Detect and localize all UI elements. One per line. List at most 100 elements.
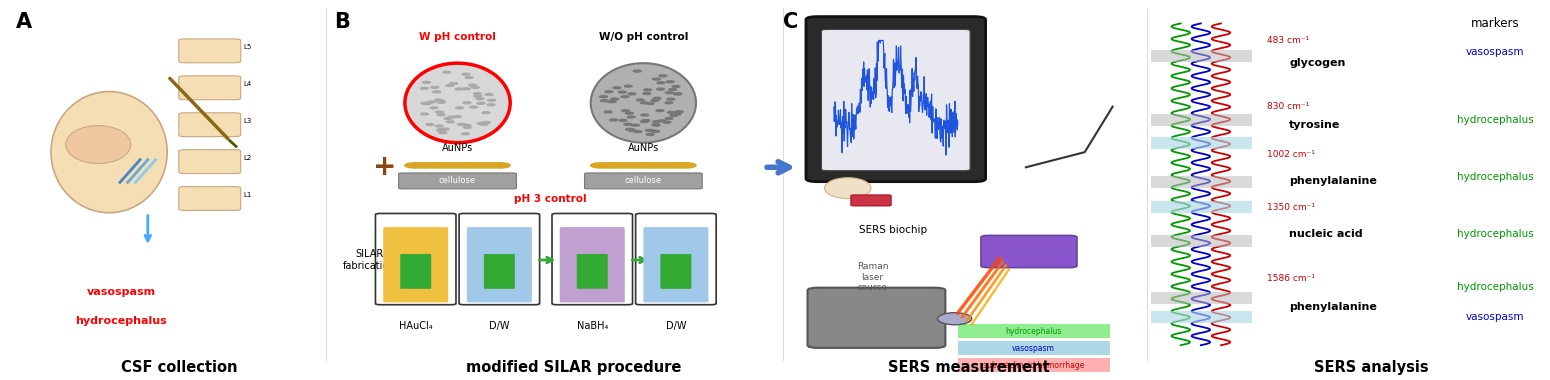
Text: SERS analysis: SERS analysis [1314,361,1429,375]
FancyBboxPatch shape [400,254,431,289]
Circle shape [653,78,660,80]
Text: vasospasm: vasospasm [1466,47,1524,57]
Circle shape [426,124,434,125]
Circle shape [446,163,468,168]
Circle shape [426,163,448,168]
Text: HAuCl₄: HAuCl₄ [398,321,432,331]
Circle shape [468,163,490,168]
Circle shape [649,130,657,132]
Circle shape [600,96,608,98]
Text: L3: L3 [243,118,253,124]
Circle shape [485,93,493,95]
Circle shape [632,163,654,168]
Circle shape [659,75,666,77]
Circle shape [436,111,443,113]
Circle shape [443,71,451,73]
Circle shape [449,82,457,84]
Circle shape [643,93,651,95]
Ellipse shape [825,178,871,198]
Bar [1152,235,1252,247]
Circle shape [474,93,482,95]
Circle shape [474,95,482,97]
Circle shape [446,85,454,87]
Circle shape [436,125,443,127]
Circle shape [462,133,470,135]
Text: cellulose: cellulose [439,176,476,185]
Text: vasospasm: vasospasm [1012,344,1056,353]
Circle shape [488,163,510,168]
Circle shape [657,88,665,90]
Circle shape [665,102,673,104]
Circle shape [405,163,426,168]
FancyBboxPatch shape [806,17,986,182]
Text: 1002 cm⁻¹: 1002 cm⁻¹ [1268,150,1316,158]
Text: D/W: D/W [665,321,687,331]
Circle shape [626,112,634,114]
Circle shape [434,99,442,101]
Circle shape [471,86,479,88]
Circle shape [456,107,463,109]
Circle shape [656,110,663,112]
Circle shape [428,101,436,103]
Text: 1586 cm⁻¹: 1586 cm⁻¹ [1268,274,1316,283]
Circle shape [665,92,673,93]
Circle shape [443,117,451,119]
Text: CSF collection: CSF collection [121,361,237,375]
Circle shape [463,102,471,104]
Circle shape [625,85,632,87]
Circle shape [622,163,643,168]
Circle shape [618,91,626,93]
Circle shape [608,101,615,103]
Text: cellulose: cellulose [625,176,662,185]
Text: hydrocephalus: hydrocephalus [1457,115,1533,125]
Text: intensity
(a.u.): intensity (a.u.) [817,102,835,111]
Circle shape [640,102,648,104]
Text: +: + [374,153,397,181]
Text: SILAR
fabrication: SILAR fabrication [343,249,395,271]
Circle shape [631,124,639,126]
FancyBboxPatch shape [958,324,1110,339]
Circle shape [668,111,676,113]
Circle shape [628,93,635,95]
Circle shape [591,163,612,168]
Circle shape [653,124,660,126]
Circle shape [640,114,648,116]
Circle shape [665,117,673,119]
FancyBboxPatch shape [808,288,946,348]
Text: L1: L1 [243,192,253,198]
Circle shape [436,163,457,168]
Circle shape [601,163,623,168]
Circle shape [442,128,449,130]
FancyBboxPatch shape [375,214,456,305]
Text: D/W: D/W [490,321,510,331]
Circle shape [646,134,654,136]
Text: vasospasm: vasospasm [87,287,157,297]
FancyBboxPatch shape [467,227,532,302]
Circle shape [628,116,635,118]
Circle shape [477,122,485,124]
Text: subarachnoid hemorrhage: subarachnoid hemorrhage [983,361,1085,370]
Circle shape [463,127,471,128]
Circle shape [437,101,445,103]
Ellipse shape [405,63,510,142]
FancyBboxPatch shape [178,187,240,211]
Bar [1152,176,1252,188]
Circle shape [437,101,445,103]
Text: markers: markers [1471,17,1519,30]
Text: SERS measurement: SERS measurement [888,361,1049,375]
Circle shape [463,124,471,126]
Circle shape [643,163,665,168]
FancyBboxPatch shape [577,254,608,289]
Text: glycogen: glycogen [1290,58,1345,68]
Text: AuNPs: AuNPs [442,143,473,154]
Circle shape [477,102,485,104]
Circle shape [645,130,653,131]
Circle shape [456,88,463,90]
Circle shape [618,119,626,121]
FancyBboxPatch shape [851,195,891,206]
Circle shape [437,100,445,102]
Circle shape [457,124,465,125]
Text: Raman shift (cm⁻¹): Raman shift (cm⁻¹) [873,159,919,164]
Circle shape [457,163,479,168]
Circle shape [420,113,428,115]
